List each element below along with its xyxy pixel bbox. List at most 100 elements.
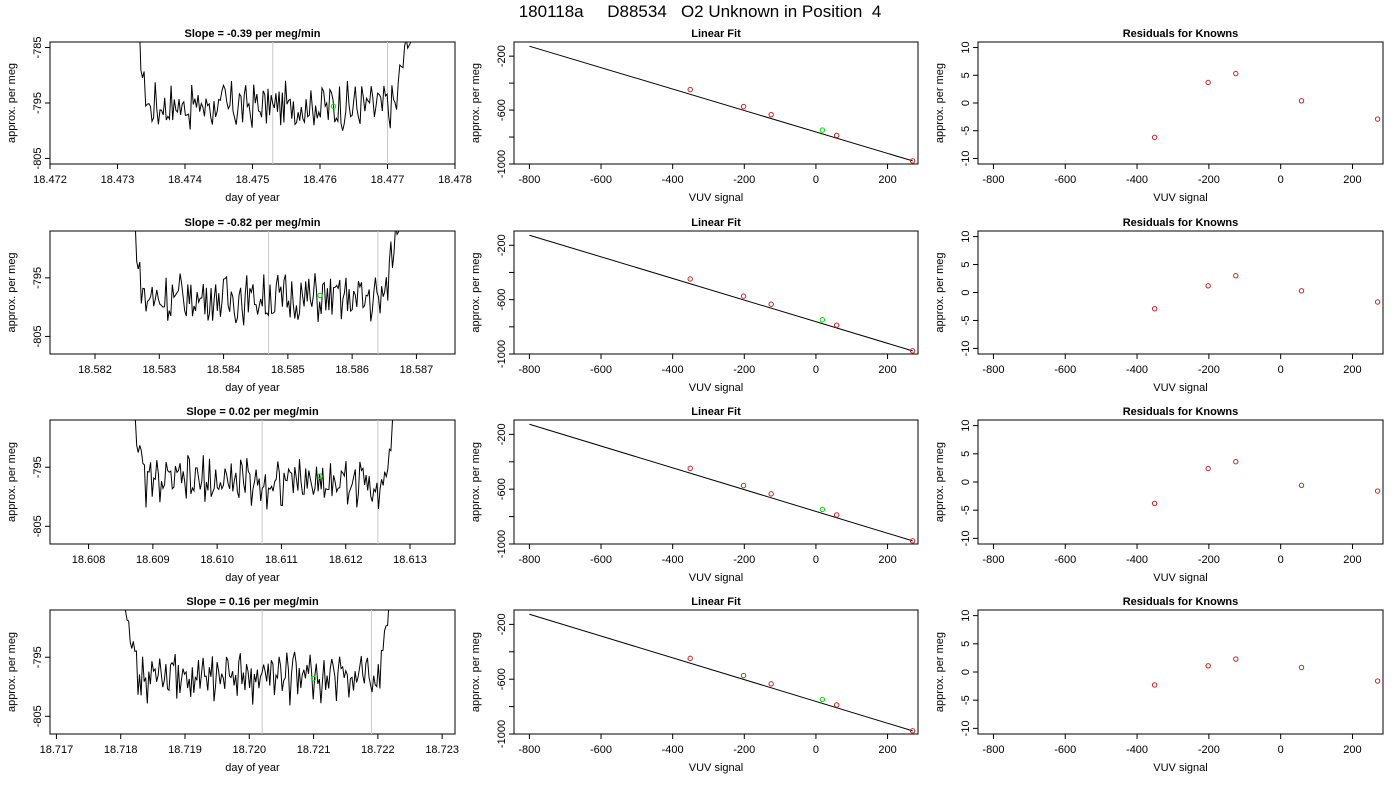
x-tick-label: 18.611 — [265, 554, 298, 566]
x-tick-label: -800 — [982, 744, 1004, 756]
chart-panel-12: Residuals for Knowns -800 -600 -400 -200 0 200… — [934, 596, 1384, 774]
x-tick-label: -600 — [590, 554, 612, 566]
plot-area — [1151, 70, 1381, 141]
known-point — [833, 702, 840, 708]
known-point — [1374, 299, 1381, 305]
plot-area — [529, 234, 916, 354]
y-axis-label: approx. per meg — [934, 442, 946, 522]
y-tick-label: 0 — [960, 100, 972, 106]
x-tick-label: 18.612 — [329, 554, 363, 566]
x-tick-label: 200 — [878, 364, 896, 376]
x-tick-label: -600 — [590, 364, 612, 376]
plot-frame — [513, 609, 919, 735]
known-point — [1205, 283, 1211, 289]
y-axis-label: approx. per meg — [470, 632, 482, 712]
x-tick-label: -400 — [1126, 554, 1148, 566]
x-axis-label: day of year — [225, 572, 280, 584]
y-tick-label: -1000 — [496, 720, 508, 748]
x-axis-label: VUV signal — [689, 572, 743, 584]
y-tick-label: -5 — [960, 695, 972, 705]
y-tick-label: -600 — [496, 668, 508, 690]
y-tick-label: 10 — [960, 610, 972, 622]
x-tick-label: 0 — [813, 174, 819, 186]
known-point — [1374, 116, 1381, 122]
y-axis-label: approx. per meg — [470, 442, 482, 522]
y-tick-label: -785 — [32, 37, 44, 59]
known-point — [1298, 98, 1305, 104]
y-tick-label: -1000 — [496, 340, 508, 368]
known-point — [1233, 656, 1239, 662]
y-tick-label: -805 — [32, 147, 44, 169]
known-point — [740, 103, 747, 110]
chart-panel-10: Slope = 0.16 per meg/min 18.717 18.718 18.7… — [6, 596, 459, 774]
y-tick-label: -200 — [496, 45, 508, 67]
panel-title: Linear Fit — [691, 596, 741, 608]
known-point — [909, 728, 916, 734]
y-tick-label: 0 — [960, 289, 972, 295]
x-tick-label: 18.723 — [425, 744, 459, 756]
x-tick-label: -600 — [1054, 364, 1076, 376]
chart-panel-7: Slope = 0.02 per meg/min 18.608 18.609 18.6… — [6, 406, 456, 584]
chart-panel-6: Residuals for Knowns -800 -600 -400 -200 0 200… — [934, 217, 1384, 394]
plot-frame — [49, 419, 456, 545]
y-axis-label: approx. per meg — [6, 442, 18, 522]
y-tick-label: 5 — [960, 451, 972, 457]
y-tick-label: -600 — [496, 289, 508, 311]
y-tick-label: 5 — [960, 72, 972, 78]
x-tick-label: -800 — [518, 554, 540, 566]
y-axis-label: approx. per meg — [470, 252, 482, 332]
x-tick-label: -200 — [733, 174, 755, 186]
x-tick-label: 18.587 — [400, 364, 434, 376]
x-axis-label: day of year — [225, 192, 280, 204]
known-point — [740, 672, 747, 679]
y-tick-label: -795 — [32, 456, 44, 478]
plot-area — [1151, 459, 1381, 507]
known-point — [768, 111, 774, 118]
y-tick-label: -1000 — [496, 530, 508, 558]
x-tick-label: -600 — [590, 744, 612, 756]
known-point — [1374, 488, 1381, 494]
plot-frame — [513, 41, 919, 165]
signal-trace — [124, 610, 390, 706]
x-tick-label: 0 — [1278, 174, 1284, 186]
known-point — [768, 491, 774, 497]
x-tick-label: -400 — [1126, 174, 1148, 186]
chart-panel-3: Residuals for Knowns -800 -600 -400 -200 0 200… — [934, 28, 1384, 204]
y-tick-label: -200 — [496, 613, 508, 635]
y-axis-label: approx. per meg — [934, 63, 946, 143]
plot-area — [135, 231, 400, 354]
plot-area — [529, 423, 916, 544]
y-tick-label: -795 — [32, 92, 44, 114]
x-tick-label: -600 — [1054, 174, 1076, 186]
known-point — [1233, 273, 1239, 279]
x-tick-label: 18.585 — [271, 364, 305, 376]
plot-area — [529, 45, 916, 164]
x-tick-label: -200 — [1198, 554, 1220, 566]
known-point — [1298, 288, 1305, 294]
x-tick-label: -400 — [662, 744, 684, 756]
y-axis-label: approx. per meg — [934, 632, 946, 712]
unknown-point — [330, 103, 337, 110]
known-point — [768, 301, 774, 307]
plot-frame — [49, 230, 456, 355]
x-axis-label: VUV signal — [1153, 192, 1207, 204]
y-axis-label: approx. per meg — [6, 63, 18, 143]
x-tick-label: -200 — [733, 364, 755, 376]
x-axis-label: day of year — [225, 382, 280, 394]
chart-panel-11: Linear Fit -800 -600 -400 -200 0 200 -200 -600 -1… — [470, 596, 919, 774]
fit-line — [529, 45, 913, 162]
x-tick-label: 18.582 — [78, 364, 112, 376]
plot-frame — [977, 419, 1384, 545]
unknown-point — [819, 506, 826, 513]
y-tick-label: -795 — [32, 267, 44, 289]
x-tick-label: -200 — [733, 554, 755, 566]
panel-title: Linear Fit — [691, 217, 741, 229]
x-tick-label: 18.473 — [101, 174, 135, 186]
x-tick-label: -800 — [982, 554, 1004, 566]
y-tick-label: -600 — [496, 99, 508, 121]
y-tick-label: 0 — [960, 479, 972, 485]
x-tick-label: -200 — [1198, 174, 1220, 186]
panel-title: Slope = 0.16 per meg/min — [186, 596, 319, 608]
unknown-point — [819, 317, 826, 323]
known-point — [909, 538, 916, 544]
